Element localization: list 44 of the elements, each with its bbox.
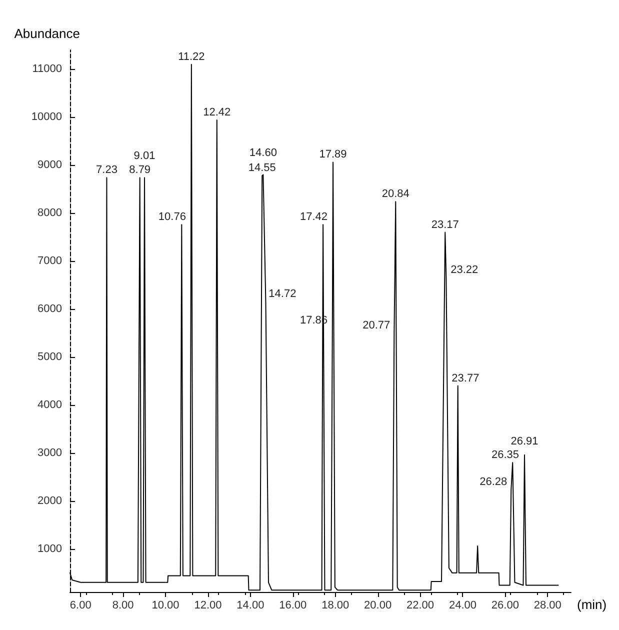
annotation: 10.76 [158, 211, 186, 224]
x-tick-label: 10.00 [152, 600, 180, 612]
y-tick-label: 9000 [38, 159, 62, 172]
annotation: 23.77 [452, 372, 480, 384]
x-tick-label: 16.00 [279, 600, 307, 612]
annotation: 7.23 [96, 164, 118, 176]
annotation: 14.72 [268, 288, 296, 300]
y-axis-title: Abundance [14, 26, 80, 41]
annotation: 26.91 [510, 435, 538, 448]
x-tick-label: 22.00 [406, 600, 434, 612]
y-tick-label: 7000 [38, 255, 62, 268]
annotation: 12.42 [203, 106, 231, 119]
y-tick-label: 10000 [31, 111, 62, 124]
y-tick-label: 6000 [38, 303, 62, 316]
annotation: 20.77 [362, 319, 390, 332]
x-tick-label: 24.00 [448, 600, 476, 612]
annotation: 11.22 [178, 50, 205, 63]
x-tick-label: 12.00 [194, 600, 222, 612]
x-tick-label: 20.00 [364, 600, 392, 612]
y-tick-label: 5000 [38, 350, 62, 363]
annotation: 8.79 [129, 164, 151, 176]
annotation: 20.84 [382, 188, 410, 200]
y-tick-label: 11000 [32, 63, 62, 76]
y-tick-label: 2000 [38, 494, 62, 507]
annotation: 14.55 [248, 162, 276, 174]
annotation: 23.22 [450, 264, 478, 276]
x-tick-label: 14.00 [236, 600, 264, 612]
x-tick-label: 8.00 [112, 600, 134, 612]
y-tick-label: 3000 [38, 446, 62, 459]
annotation: 26.35 [491, 448, 520, 461]
y-tick-label: 1000 [38, 542, 62, 555]
y-tick-label: 8000 [38, 207, 62, 220]
x-tick-label: 28.00 [534, 600, 562, 612]
annotation: 17.89 [319, 148, 347, 161]
annotation: 23.17 [431, 218, 459, 231]
x-tick-label: 18.00 [322, 600, 350, 612]
annotation: 9.01 [134, 150, 156, 162]
annotation: 26.28 [480, 476, 508, 488]
x-tick-label: 26.00 [491, 600, 519, 612]
y-tick-label: 4000 [38, 398, 62, 411]
x-tick-label: 6.00 [70, 600, 92, 612]
annotation: 14.60 [249, 147, 277, 160]
x-axis-title: (min) [577, 597, 607, 612]
annotation: 17.42 [300, 211, 328, 224]
